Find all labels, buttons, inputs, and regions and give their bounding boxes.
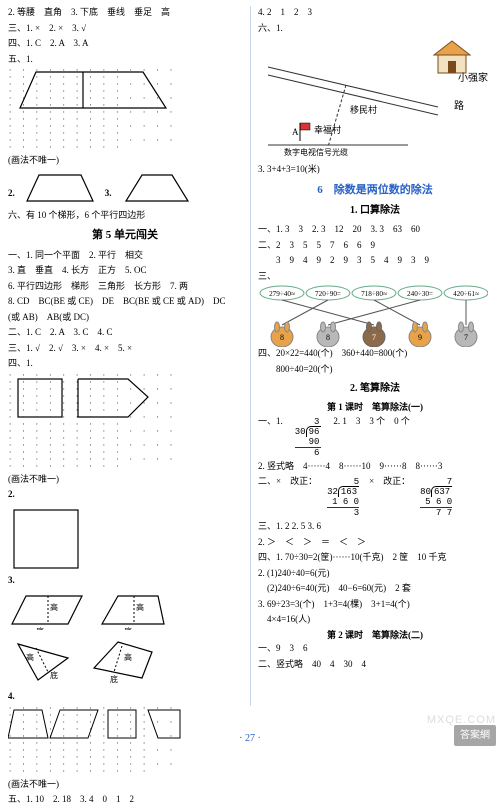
text-line: 一、1. 3 3 2. 3 12 20 3. 3 63 60: [258, 223, 492, 237]
text-line: 2. 竖式略 4······4 8······10 9······8 8····…: [258, 460, 492, 474]
label: 3.: [105, 187, 112, 201]
trapezoid-outline: [8, 68, 178, 116]
left-column: 2. 等腰 直角 3. 下底 垂线 垂足 高 三、1. × 2. × 3. √ …: [0, 0, 250, 720]
lesson-2-title: 第 2 课时 笔算除法(二): [258, 629, 492, 643]
text-line: 四、20×22=440(个) 360+440=800(个): [258, 347, 492, 361]
text-line: 二、竖式略 40 4 30 4: [258, 658, 492, 672]
text-line: 一、9 3 6: [258, 642, 492, 656]
text-line: 三、1. × 2. × 3. √: [8, 22, 242, 36]
long-division-3: 7 80637 5 6 0 7 7: [420, 477, 452, 518]
label: 3.: [8, 574, 242, 588]
dot-grid-figure-2: · · · · · · · · · · · · · · · · · · · · …: [8, 373, 178, 471]
svg-text:高: 高: [50, 602, 58, 612]
text-line: 2. 1 3 3 个 0 个: [333, 415, 410, 429]
text-line: 六、1.: [258, 22, 492, 36]
long-division-2: 5 32163 1 6 0 3: [327, 477, 359, 518]
text-line: 四、1.: [8, 357, 242, 371]
note: (画法不唯一): [8, 778, 242, 792]
triangle-with-height: 高 底: [8, 638, 78, 684]
label: 二、× 改正：: [258, 475, 317, 489]
text-line: 三、: [258, 270, 492, 284]
text-line: (或 AB) AB(或 DC): [8, 311, 242, 325]
text-line: 四、1. 70÷30=2(筐)······10(千克) 2 筐 10 千克: [258, 551, 492, 565]
parallelogram-with-height: 高 底: [8, 590, 88, 630]
watermark-badge: 答案網: [454, 725, 496, 746]
right-column: 4. 2 1 2 3 六、1. 小强家 路 移民村 A 幸福村 数字电视信号光缆: [250, 0, 500, 720]
svg-text:279÷40≈: 279÷40≈: [269, 290, 295, 298]
text-line: 6. 平行四边形 梯形 三角形 长方形 7. 两: [8, 280, 242, 294]
svg-text:高: 高: [26, 652, 34, 662]
svg-text:高: 高: [136, 602, 144, 612]
label: 2.: [8, 187, 15, 201]
svg-text:幸福村: 幸福村: [314, 124, 341, 135]
text-line: 3. 3+4+3=10(米): [258, 163, 492, 177]
svg-text:路: 路: [454, 99, 464, 112]
section-2-title: 2. 笔算除法: [258, 381, 492, 396]
svg-text:420÷61≈: 420÷61≈: [453, 290, 479, 298]
square-shape: [8, 504, 88, 574]
label: × 改正：: [369, 475, 410, 489]
svg-text:240÷30=: 240÷30=: [407, 290, 433, 298]
svg-text:底: 底: [124, 626, 132, 630]
text-line: 四、1. C 2. A 3. A: [8, 37, 242, 51]
svg-text:8: 8: [326, 333, 330, 342]
svg-text:小强家: 小强家: [458, 71, 488, 84]
label: 2.: [8, 488, 242, 502]
svg-text:9: 9: [418, 333, 422, 342]
dot-grid-figure: · · · · · · · · · · · · · · · · · · · · …: [8, 68, 178, 152]
text-line: 4. 2 1 2 3: [258, 6, 492, 20]
note: (画法不唯一): [8, 154, 242, 168]
trapezoid-shape: [25, 171, 95, 203]
section-1-title: 1. 口算除法: [258, 203, 492, 218]
svg-text:底: 底: [36, 626, 44, 630]
svg-text:718÷80≈: 718÷80≈: [361, 290, 387, 298]
text-line: 2. (1)240÷40=6(元): [258, 567, 492, 581]
text-line: (2)240÷6=40(元) 40−6=60(元) 2 套: [258, 582, 492, 596]
svg-text:7: 7: [372, 333, 376, 342]
isoceles-trapezoid: [122, 171, 192, 203]
text-line: 二、1. C 2. A 3. C 4. C: [8, 326, 242, 340]
label: 4.: [8, 690, 242, 704]
trapezoid-with-height: 高 底: [98, 590, 168, 630]
note: (画法不唯一): [8, 473, 242, 487]
text-line: 2. 等腰 直角 3. 下底 垂线 垂足 高: [8, 6, 242, 20]
svg-text:A: A: [292, 127, 299, 137]
chapter-6-title: 6 除数是两位数的除法: [258, 182, 492, 199]
text-line: 六、有 10 个梯形，6 个平行四边形: [8, 209, 242, 223]
shapes-outline: [8, 373, 178, 427]
text-line: 4×4=16(人): [258, 613, 492, 627]
text-line: 五、1.: [8, 53, 242, 67]
matching-diagram: 279÷40≈ 720÷90= 718÷80≈ 240÷30= 420÷61≈ …: [258, 285, 492, 347]
text-line: 2. ＞ ＜ ＞ ＝ ＜ ＞: [258, 536, 492, 550]
text-line: 一、1. 同一个平面 2. 平行 相交: [8, 249, 242, 263]
house-diagram: 小强家 路 移民村 A 幸福村 数字电视信号光缆: [258, 37, 492, 157]
label: 一、1.: [258, 415, 283, 429]
page-number: · 27 ·: [0, 731, 500, 746]
svg-text:底: 底: [50, 670, 58, 680]
svg-text:8: 8: [280, 333, 284, 342]
long-division-1: 3 3096 90 6: [295, 417, 322, 458]
svg-text:720÷90=: 720÷90=: [315, 290, 341, 298]
svg-text:移民村: 移民村: [350, 104, 377, 115]
text-line: 五、1. 10 2. 18 3. 4 0 1 2: [8, 793, 242, 807]
text-line: 800÷40=20(个): [258, 363, 492, 377]
text-line: 8. CD BC(BE 或 CE) DE BC(BE 或 CE 或 AD) DC: [8, 295, 242, 309]
text-line: 3. 直 垂直 4. 长方 正方 5. OC: [8, 264, 242, 278]
quad-with-height: 高 底: [88, 638, 158, 684]
svg-text:数字电视信号光缆: 数字电视信号光缆: [284, 147, 348, 157]
text-line: 二、2 3 5 5 7 6 6 9: [258, 239, 492, 253]
text-line: 三、1. 2 2. 5 3. 6: [258, 520, 492, 534]
text-line: 3. 69÷23=3(个) 1+3=4(棵) 3+1=4(个): [258, 598, 492, 612]
svg-text:高: 高: [124, 652, 132, 662]
svg-text:底: 底: [110, 674, 118, 684]
unit-5-title: 第 5 单元闯关: [8, 227, 242, 244]
text-line: 3 9 4 9 2 9 3 5 4 9 3 9: [258, 254, 492, 268]
text-line: 三、1. √ 2. √ 3. × 4. × 5. ×: [8, 342, 242, 356]
lesson-1-title: 第 1 课时 笔算除法(一): [258, 401, 492, 415]
svg-text:7: 7: [464, 333, 468, 342]
